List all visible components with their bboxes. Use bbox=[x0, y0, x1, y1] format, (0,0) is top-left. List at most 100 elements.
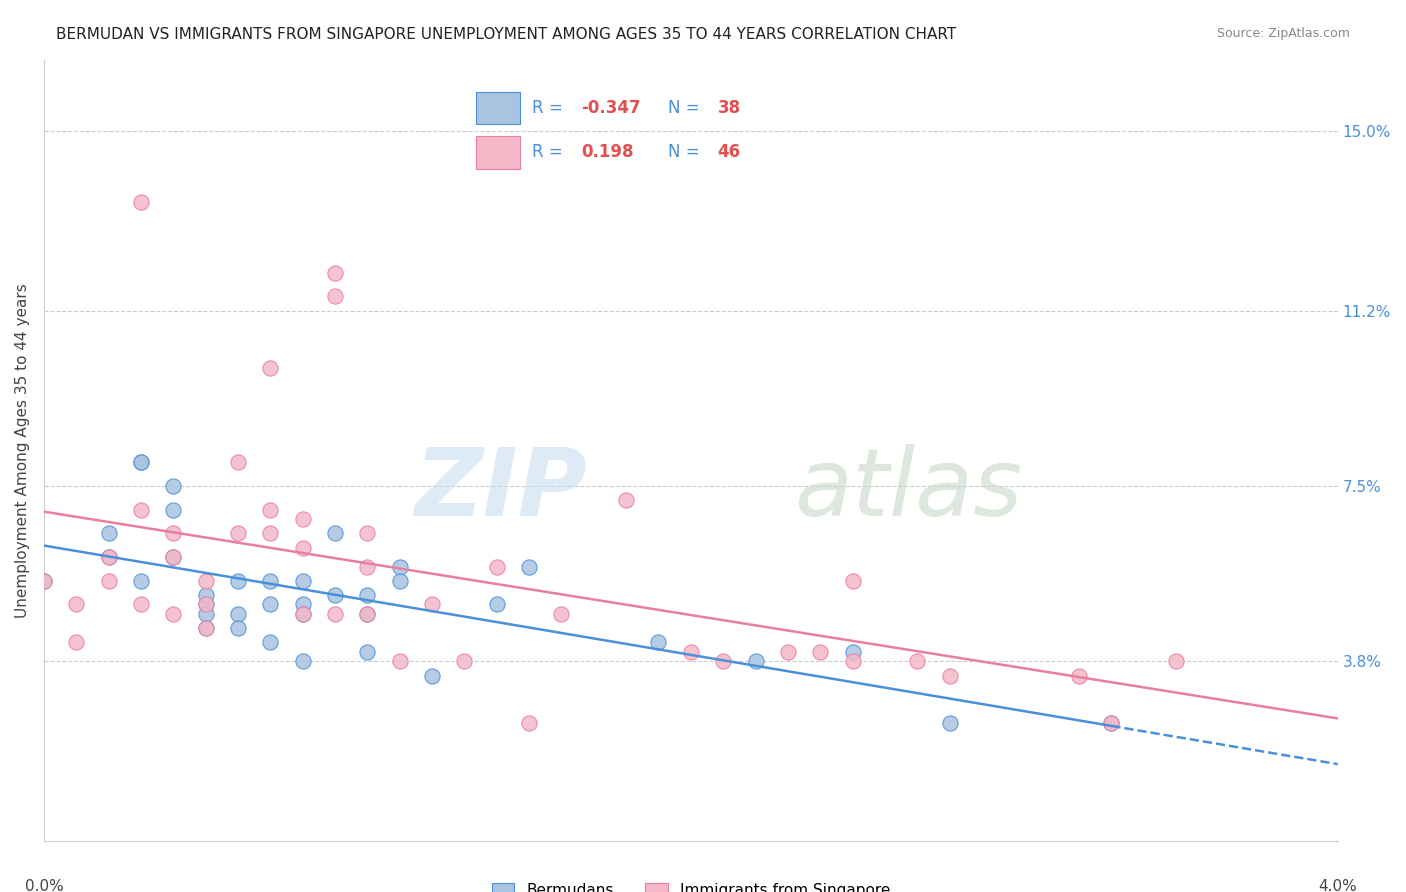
FancyBboxPatch shape bbox=[477, 92, 520, 124]
Point bbox=[614, 493, 637, 508]
Point bbox=[356, 559, 378, 574]
Point bbox=[356, 645, 378, 659]
Point bbox=[162, 607, 184, 621]
Point bbox=[356, 607, 378, 621]
Point bbox=[162, 550, 184, 565]
Text: 0.198: 0.198 bbox=[582, 143, 634, 161]
Point bbox=[388, 574, 411, 588]
Point bbox=[776, 645, 799, 659]
Point bbox=[226, 526, 249, 541]
Point bbox=[323, 266, 346, 280]
Text: -0.347: -0.347 bbox=[582, 99, 641, 117]
Point bbox=[744, 654, 766, 668]
Point bbox=[129, 455, 152, 469]
Point bbox=[453, 654, 475, 668]
FancyBboxPatch shape bbox=[477, 136, 520, 169]
Point bbox=[65, 598, 87, 612]
Point bbox=[129, 455, 152, 469]
Point bbox=[291, 598, 314, 612]
Point bbox=[517, 559, 540, 574]
Point bbox=[841, 574, 863, 588]
Point bbox=[841, 654, 863, 668]
Text: 4.0%: 4.0% bbox=[1319, 880, 1357, 892]
Legend: Bermudans, Immigrants from Singapore: Bermudans, Immigrants from Singapore bbox=[485, 877, 896, 892]
Point bbox=[356, 526, 378, 541]
Point bbox=[291, 607, 314, 621]
Y-axis label: Unemployment Among Ages 35 to 44 years: Unemployment Among Ages 35 to 44 years bbox=[15, 283, 30, 618]
Point bbox=[97, 574, 120, 588]
Point bbox=[162, 550, 184, 565]
Point bbox=[323, 607, 346, 621]
Point bbox=[938, 668, 960, 682]
Text: ZIP: ZIP bbox=[415, 443, 588, 535]
Point bbox=[259, 360, 281, 375]
Point bbox=[1099, 715, 1122, 730]
Point bbox=[550, 607, 572, 621]
Text: atlas: atlas bbox=[794, 444, 1022, 535]
Point bbox=[291, 607, 314, 621]
Point bbox=[194, 598, 217, 612]
Point bbox=[517, 715, 540, 730]
Point bbox=[1067, 668, 1090, 682]
Point bbox=[226, 621, 249, 635]
Point bbox=[32, 574, 55, 588]
Text: Source: ZipAtlas.com: Source: ZipAtlas.com bbox=[1216, 27, 1350, 40]
Text: BERMUDAN VS IMMIGRANTS FROM SINGAPORE UNEMPLOYMENT AMONG AGES 35 TO 44 YEARS COR: BERMUDAN VS IMMIGRANTS FROM SINGAPORE UN… bbox=[56, 27, 956, 42]
Point bbox=[841, 645, 863, 659]
Text: 0.0%: 0.0% bbox=[24, 880, 63, 892]
Point bbox=[194, 621, 217, 635]
Point bbox=[226, 607, 249, 621]
Point bbox=[938, 715, 960, 730]
Point bbox=[356, 607, 378, 621]
Point bbox=[194, 598, 217, 612]
Text: 46: 46 bbox=[717, 143, 741, 161]
Point bbox=[97, 526, 120, 541]
Point bbox=[97, 550, 120, 565]
Text: N =: N = bbox=[668, 143, 704, 161]
Point bbox=[65, 635, 87, 649]
Point bbox=[129, 598, 152, 612]
Point bbox=[259, 635, 281, 649]
Point bbox=[1099, 715, 1122, 730]
Point bbox=[1164, 654, 1187, 668]
Text: R =: R = bbox=[531, 99, 568, 117]
Point bbox=[129, 502, 152, 516]
Point bbox=[323, 289, 346, 303]
Point bbox=[226, 574, 249, 588]
Point bbox=[259, 526, 281, 541]
Point bbox=[420, 598, 443, 612]
Point bbox=[259, 502, 281, 516]
Point bbox=[32, 574, 55, 588]
Point bbox=[259, 598, 281, 612]
Point bbox=[129, 574, 152, 588]
Point bbox=[194, 621, 217, 635]
Point bbox=[323, 526, 346, 541]
Text: R =: R = bbox=[531, 143, 568, 161]
Point bbox=[226, 455, 249, 469]
Point bbox=[291, 541, 314, 555]
Point bbox=[485, 598, 508, 612]
Point bbox=[259, 574, 281, 588]
Point bbox=[194, 607, 217, 621]
Text: 38: 38 bbox=[717, 99, 741, 117]
Text: N =: N = bbox=[668, 99, 704, 117]
Point bbox=[162, 502, 184, 516]
Point bbox=[711, 654, 734, 668]
Point bbox=[194, 574, 217, 588]
Point bbox=[291, 654, 314, 668]
Point bbox=[129, 194, 152, 209]
Point bbox=[356, 588, 378, 602]
Point bbox=[388, 654, 411, 668]
Point bbox=[808, 645, 831, 659]
Point bbox=[162, 479, 184, 493]
Point bbox=[388, 559, 411, 574]
Point bbox=[97, 550, 120, 565]
Point bbox=[323, 588, 346, 602]
Point bbox=[905, 654, 928, 668]
Point bbox=[194, 588, 217, 602]
Point bbox=[647, 635, 669, 649]
Point bbox=[485, 559, 508, 574]
Point bbox=[162, 526, 184, 541]
Point bbox=[679, 645, 702, 659]
Point bbox=[420, 668, 443, 682]
